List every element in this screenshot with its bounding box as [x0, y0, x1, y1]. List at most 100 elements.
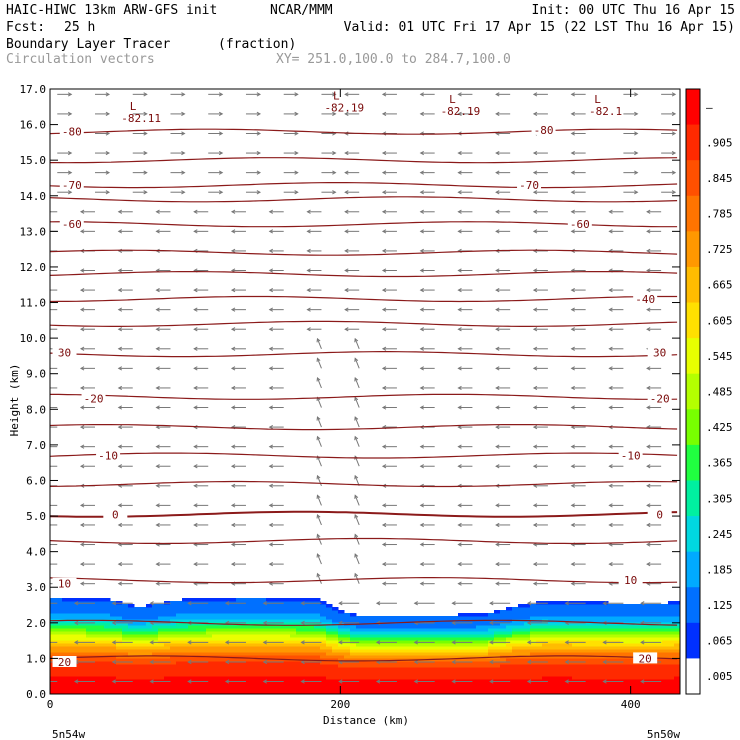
tracer-cell: [650, 676, 657, 680]
tracer-cell: [260, 652, 267, 656]
contour-label: 10: [624, 574, 637, 587]
tracer-cell: [86, 640, 93, 644]
tracer-cell: [620, 652, 627, 656]
tracer-cell: [584, 682, 591, 686]
tracer-cell: [542, 607, 549, 611]
tracer-cell: [224, 652, 231, 656]
tracer-cell: [524, 607, 531, 611]
tracer-cell: [164, 625, 171, 629]
tracer-cell: [80, 682, 87, 686]
tracer-cell: [560, 604, 567, 608]
wind-vector-head: [381, 307, 387, 312]
tracer-cell: [308, 688, 315, 692]
tracer-cell: [674, 628, 680, 632]
contour-label-bg: [52, 346, 77, 358]
tracer-cell: [512, 652, 519, 656]
tracer-cell: [308, 622, 315, 626]
tracer-cell: [122, 646, 129, 650]
tracer-cell: [548, 640, 555, 644]
tracer-cell: [146, 604, 153, 608]
tracer-cell: [446, 682, 453, 686]
tracer-cell: [416, 679, 423, 683]
tracer-cell: [296, 628, 303, 632]
tracer-cell: [452, 688, 459, 692]
tracer-cell: [650, 673, 657, 677]
tracer-cell: [656, 631, 663, 635]
tracer-cell: [452, 634, 459, 638]
tracer-cell: [332, 667, 339, 671]
tracer-cell: [500, 667, 507, 671]
wind-vector-head: [608, 483, 613, 488]
tracer-cell: [362, 676, 369, 680]
tracer-cell: [566, 673, 573, 677]
tracer-cell: [284, 655, 291, 659]
tracer-cell: [158, 676, 165, 680]
tracer-cell: [134, 667, 141, 671]
tracer-cell: [392, 637, 399, 641]
tracer-cell: [266, 688, 273, 692]
tracer-cell: [260, 640, 267, 644]
tracer-cell: [596, 676, 603, 680]
tracer-cell: [674, 631, 680, 635]
tracer-cell: [524, 652, 531, 656]
tracer-cell: [518, 649, 525, 653]
tracer-cell: [134, 688, 141, 692]
wind-vector-head: [117, 229, 123, 234]
tracer-cell: [170, 610, 177, 614]
tracer-cell: [86, 691, 93, 694]
tracer-cell: [422, 655, 429, 659]
tracer-cell: [494, 625, 501, 629]
tracer-cell: [86, 673, 93, 677]
tracer-cell: [86, 604, 93, 608]
tracer-cell: [488, 637, 495, 641]
tracer-cell: [266, 664, 273, 668]
tracer-cell: [488, 649, 495, 653]
tracer-cell: [668, 658, 675, 662]
wind-vector-head: [79, 307, 85, 312]
tracer-cell: [50, 652, 57, 656]
tracer-cell: [344, 667, 351, 671]
tracer-cell: [578, 661, 585, 665]
tracer-cell: [122, 688, 129, 692]
tracer-cell: [578, 646, 585, 650]
wind-vector-head: [181, 150, 186, 156]
tracer-cell: [548, 688, 555, 692]
wind-vector-head: [79, 464, 85, 469]
tracer-cell: [332, 652, 339, 656]
tracer-cell: [380, 634, 387, 638]
tracer-cell: [68, 667, 75, 671]
tracer-cell: [194, 631, 201, 635]
tracer-cell: [182, 691, 189, 694]
tracer-cell: [146, 655, 153, 659]
wind-vector-head: [457, 268, 462, 273]
wind-vector-head: [67, 170, 73, 175]
wind-vector-head: [646, 561, 651, 567]
tracer-cell: [80, 598, 87, 602]
tracer-cell: [542, 649, 549, 653]
tracer-cell: [590, 667, 597, 671]
tracer-cell: [416, 616, 423, 620]
tracer-cell: [548, 637, 555, 641]
tracer-cell: [260, 676, 267, 680]
wind-vector-head: [608, 503, 613, 508]
tracer-cell: [50, 685, 57, 689]
tracer-cell: [146, 646, 153, 650]
tracer-cell: [212, 673, 219, 677]
tracer-cell: [584, 691, 591, 694]
wind-vector-head: [375, 640, 381, 645]
colorbar-label: .125: [706, 599, 733, 612]
wind-vector-head: [117, 503, 123, 508]
contour-label-bg: [633, 292, 658, 304]
tracer-cell: [572, 688, 579, 692]
tracer-cell: [278, 652, 285, 656]
wind-vector: [316, 436, 322, 447]
tracer-cell: [428, 616, 435, 620]
tracer-cell: [98, 604, 105, 608]
tracer-cell: [128, 625, 135, 629]
tracer-cell: [254, 688, 261, 692]
wind-vector-head: [495, 346, 500, 351]
tracer-cell: [398, 631, 405, 635]
tracer-cell: [638, 670, 645, 674]
tracer-cell: [572, 616, 579, 620]
tracer-cell: [590, 622, 597, 626]
